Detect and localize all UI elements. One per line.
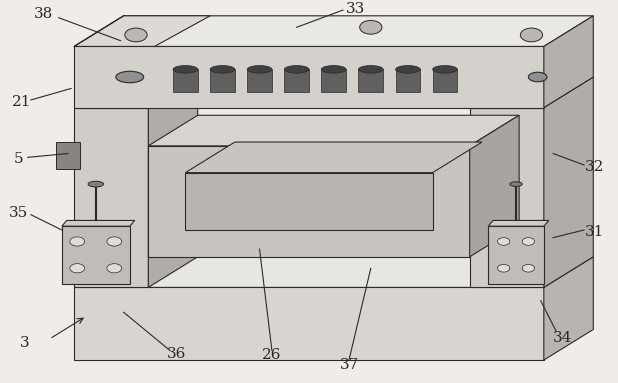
Ellipse shape xyxy=(433,65,457,73)
Circle shape xyxy=(107,264,122,273)
Polygon shape xyxy=(210,69,235,92)
Circle shape xyxy=(522,264,535,272)
Polygon shape xyxy=(544,77,593,287)
Polygon shape xyxy=(247,69,272,92)
Polygon shape xyxy=(470,108,544,287)
Circle shape xyxy=(125,28,147,42)
Polygon shape xyxy=(173,69,198,92)
Polygon shape xyxy=(396,69,420,92)
Text: 35: 35 xyxy=(9,206,28,220)
Polygon shape xyxy=(148,115,519,146)
Polygon shape xyxy=(470,115,519,257)
Polygon shape xyxy=(62,226,130,283)
Polygon shape xyxy=(74,16,210,46)
Circle shape xyxy=(497,264,510,272)
Text: 5: 5 xyxy=(14,152,23,166)
Text: 36: 36 xyxy=(166,347,186,361)
Ellipse shape xyxy=(284,65,309,73)
Ellipse shape xyxy=(116,71,143,83)
Polygon shape xyxy=(74,108,148,287)
Polygon shape xyxy=(62,221,135,226)
Polygon shape xyxy=(488,226,544,283)
Polygon shape xyxy=(74,16,593,46)
Polygon shape xyxy=(74,257,593,287)
Polygon shape xyxy=(321,69,346,92)
Ellipse shape xyxy=(510,182,522,187)
Polygon shape xyxy=(185,142,482,173)
Polygon shape xyxy=(185,173,433,230)
Ellipse shape xyxy=(396,65,420,73)
Polygon shape xyxy=(544,257,593,360)
Text: 26: 26 xyxy=(262,349,282,362)
Polygon shape xyxy=(544,16,593,108)
Polygon shape xyxy=(74,77,198,108)
Text: 33: 33 xyxy=(345,2,365,16)
Circle shape xyxy=(107,237,122,246)
Polygon shape xyxy=(74,46,544,108)
Polygon shape xyxy=(358,69,383,92)
Ellipse shape xyxy=(173,65,198,73)
Text: 34: 34 xyxy=(552,331,572,345)
Ellipse shape xyxy=(321,65,346,73)
Polygon shape xyxy=(488,221,549,226)
Polygon shape xyxy=(433,69,457,92)
Circle shape xyxy=(497,238,510,245)
Ellipse shape xyxy=(528,72,547,82)
Text: 32: 32 xyxy=(585,160,604,174)
Polygon shape xyxy=(284,69,309,92)
Text: 37: 37 xyxy=(339,358,359,372)
Polygon shape xyxy=(470,77,593,108)
Ellipse shape xyxy=(210,65,235,73)
Text: 31: 31 xyxy=(585,225,604,239)
Polygon shape xyxy=(74,287,544,360)
Ellipse shape xyxy=(358,65,383,73)
Polygon shape xyxy=(56,142,80,169)
Circle shape xyxy=(70,264,85,273)
Circle shape xyxy=(522,238,535,245)
Circle shape xyxy=(360,20,382,34)
Text: 21: 21 xyxy=(12,95,32,109)
Polygon shape xyxy=(148,77,198,287)
Circle shape xyxy=(70,237,85,246)
Text: 38: 38 xyxy=(33,7,53,21)
Circle shape xyxy=(520,28,543,42)
Text: 3: 3 xyxy=(20,336,30,350)
Ellipse shape xyxy=(88,181,103,187)
Ellipse shape xyxy=(247,65,272,73)
Polygon shape xyxy=(148,146,470,257)
